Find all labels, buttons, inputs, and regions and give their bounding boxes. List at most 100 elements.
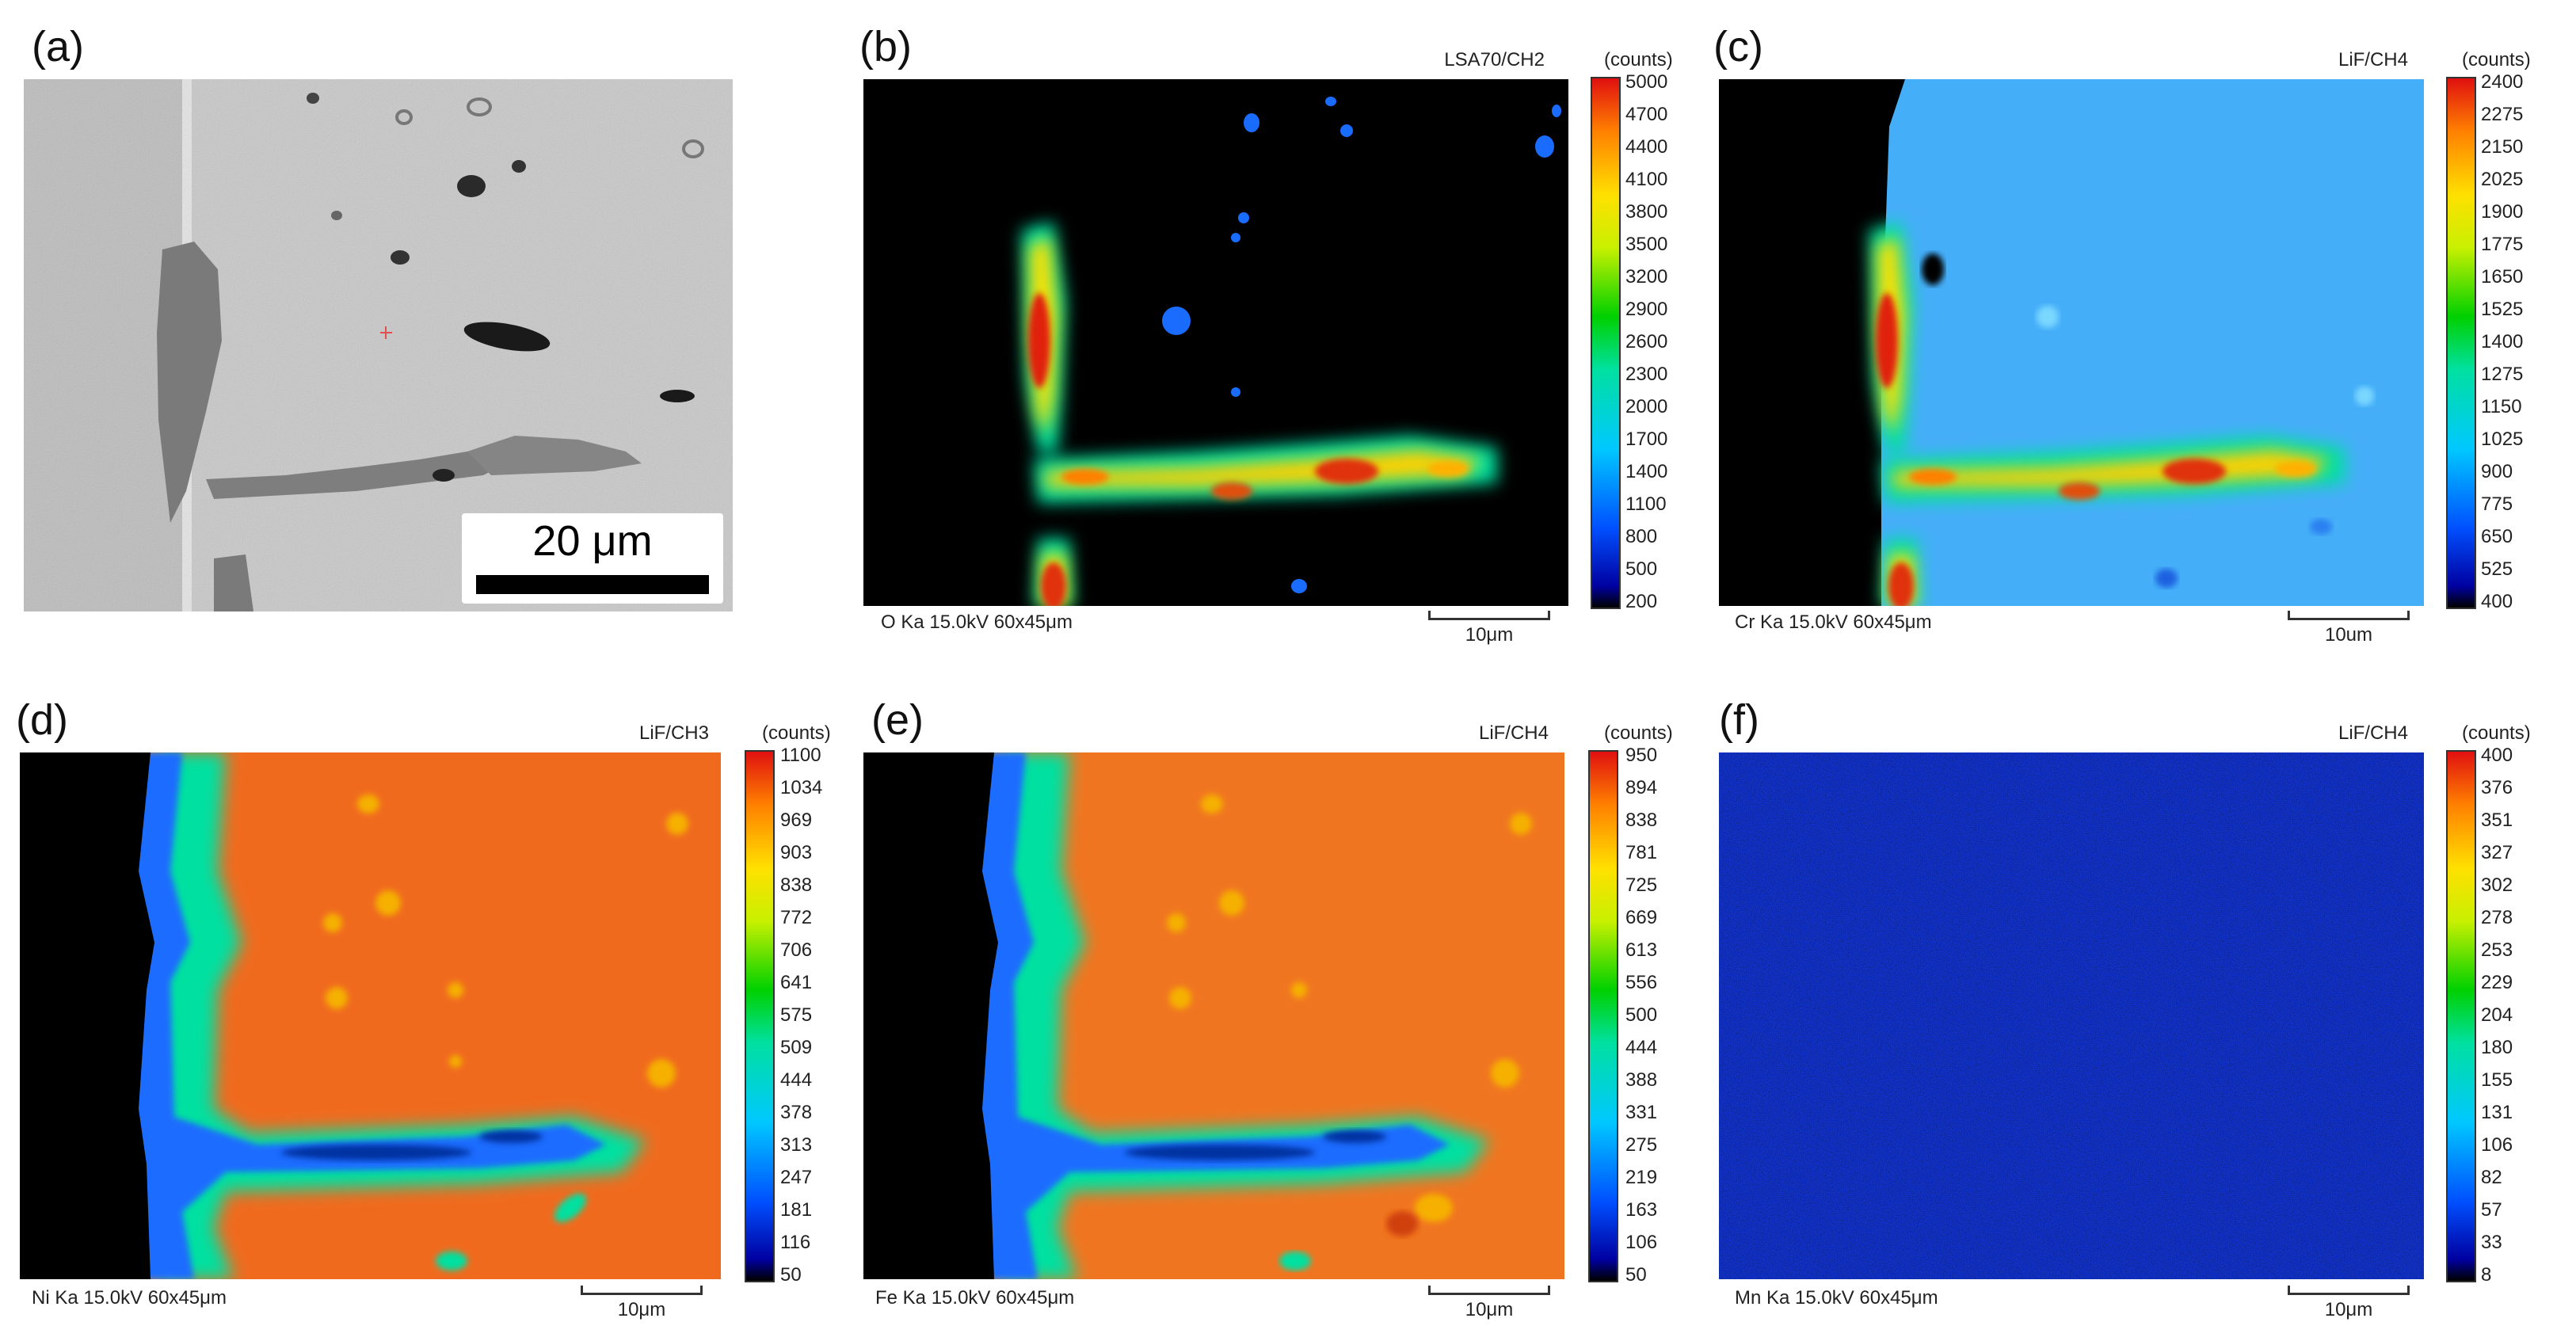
tick-label: 131 [2481,1102,2513,1123]
tick-label: 444 [780,1069,813,1091]
panel-d-detector: LiF/CH3 [638,722,709,744]
panel-c-map [1719,79,2424,606]
tick-label: 1900 [2481,201,2524,223]
panel-f-ticks: 400 376 351 327 302 278 253 229 204 180 … [2481,746,2560,1293]
tick-label: 2600 [1625,331,1668,352]
tick-label: 838 [1625,810,1658,831]
panel-c-colorbar [2446,77,2476,609]
panel-c-scale-text: 10um [2324,624,2373,646]
tick-label: 3500 [1625,234,1668,255]
iron-map-graphic [863,752,1564,1279]
tick-label: 5000 [1625,71,1668,93]
tick-label: 1400 [2481,331,2524,352]
tick-label: 903 [780,842,813,863]
panel-f-caption: Mn Ka 15.0kV 60x45μm [1735,1287,1938,1309]
panel-f-scale-text: 10μm [2324,1299,2373,1320]
chromium-map-graphic [1719,79,2424,606]
tick-label: 33 [2481,1232,2502,1253]
tick-label: 116 [780,1232,811,1253]
tick-label: 1275 [2481,364,2524,385]
panel-d-map [20,752,721,1279]
tick-label: 106 [2481,1134,2513,1156]
tick-label: 1025 [2481,429,2524,450]
tick-label: 1400 [1625,461,1668,482]
tick-label: 900 [2481,461,2513,482]
tick-label: 838 [780,874,813,896]
panel-e-map [863,752,1564,1279]
tick-label: 313 [780,1134,813,1156]
tick-label: 229 [2481,972,2513,993]
tick-label: 800 [1625,526,1658,547]
scale-bar-box: 20 μm [462,513,723,604]
tick-label: 278 [2481,907,2513,928]
tick-label: 57 [2481,1199,2502,1221]
scale-bar-line [476,575,709,594]
panel-f-units: (counts) [2462,722,2531,744]
tick-label: 275 [1625,1134,1658,1156]
tick-label: 2150 [2481,136,2524,158]
tick-label: 1525 [2481,299,2524,320]
tick-label: 1650 [2481,266,2524,288]
sem-image: 20 μm [24,79,733,611]
tick-label: 4100 [1625,169,1668,190]
panel-b-units: (counts) [1604,49,1673,70]
tick-label: 400 [2481,591,2513,612]
panel-b-colorbar [1591,77,1621,609]
panel-e-detector: LiF/CH4 [1478,722,1549,744]
panel-b-scalebar [1428,611,1550,620]
tick-label: 219 [1625,1167,1658,1188]
tick-label: 400 [2481,745,2513,766]
panel-f-scalebar [2288,1286,2410,1295]
tick-label: 650 [2481,526,2513,547]
tick-label: 1034 [780,777,823,798]
panel-d-label: (d) [16,696,68,744]
tick-label: 1150 [2481,396,2522,417]
tick-label: 525 [2481,558,2513,580]
tick-label: 2900 [1625,299,1668,320]
tick-label: 200 [1625,591,1658,612]
tick-label: 376 [2481,777,2513,798]
panel-e-scale-text: 10μm [1465,1299,1514,1320]
tick-label: 2000 [1625,396,1668,417]
tick-label: 327 [2481,842,2513,863]
tick-label: 181 [780,1199,813,1221]
tick-label: 500 [1625,558,1658,580]
panel-b-label: (b) [859,23,912,70]
tick-label: 1100 [780,745,821,766]
panel-b-detector: LSA70/CH2 [1444,49,1545,70]
panel-d-scalebar [581,1286,703,1295]
tick-label: 2400 [2481,71,2524,93]
tick-label: 613 [1625,939,1658,961]
panel-e-caption: Fe Ka 15.0kV 60x45μm [875,1287,1075,1309]
tick-label: 388 [1625,1069,1658,1091]
tick-label: 969 [780,810,813,831]
panel-f-label: (f) [1719,696,1759,744]
tick-label: 444 [1625,1037,1658,1058]
sem-image-graphic [24,79,733,611]
panel-d-colorbar [745,750,775,1282]
tick-label: 163 [1625,1199,1658,1221]
tick-label: 351 [2481,810,2513,831]
tick-label: 500 [1625,1004,1658,1026]
tick-label: 82 [2481,1167,2502,1188]
tick-label: 204 [2481,1004,2513,1026]
tick-label: 155 [2481,1069,2513,1091]
tick-label: 772 [780,907,813,928]
panel-b-caption: O Ka 15.0kV 60x45μm [881,611,1073,633]
tick-label: 247 [780,1167,813,1188]
tick-label: 575 [780,1004,813,1026]
panel-c-scalebar [2288,611,2410,620]
panel-f-detector: LiF/CH4 [2338,722,2408,744]
panel-e-units: (counts) [1604,722,1673,744]
oxygen-map-graphic [1022,97,1561,606]
panel-e-scalebar [1428,1286,1550,1295]
tick-label: 3200 [1625,266,1668,288]
tick-label: 775 [2481,493,2513,515]
tick-label: 1775 [2481,234,2524,255]
tick-label: 50 [780,1264,802,1286]
tick-label: 331 [1625,1102,1658,1123]
panel-e-ticks: 950 894 838 781 725 669 613 556 500 444 … [1625,746,1705,1293]
nickel-map-graphic [20,752,721,1279]
tick-label: 4400 [1625,136,1668,158]
panel-c-detector: LiF/CH4 [2338,49,2408,70]
